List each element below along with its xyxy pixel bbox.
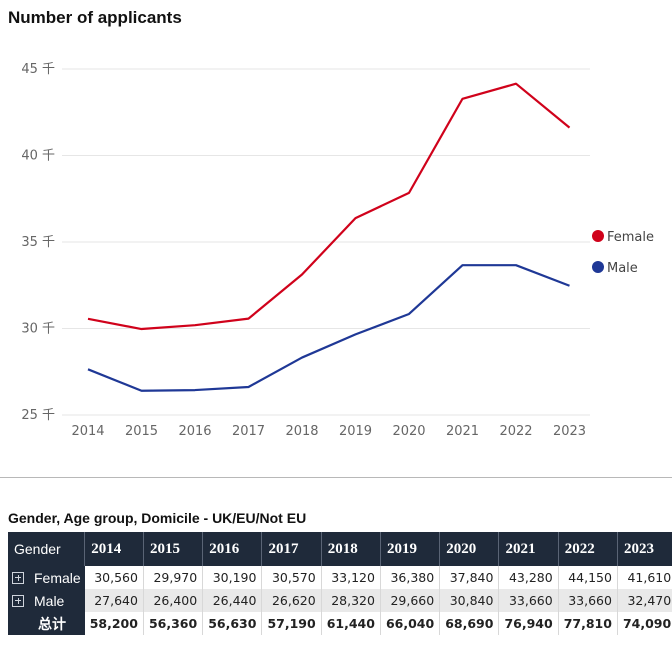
table-row-female: Female 30,560 29,970 30,190 30,570 33,12… <box>8 566 672 589</box>
x-tick-label: 2016 <box>178 424 211 439</box>
table-cell: 30,840 <box>439 589 500 612</box>
y-tick-label: 25 千 <box>21 408 55 423</box>
column-header-year[interactable]: 2016 <box>202 532 263 566</box>
table-title: Gender, Age group, Domicile - UK/EU/Not … <box>8 510 307 526</box>
table-cell: 57,190 <box>261 612 322 635</box>
x-tick-label: 2023 <box>553 424 586 439</box>
x-tick-label: 2020 <box>392 424 425 439</box>
legend-marker <box>592 230 604 242</box>
row-header-total: 总计 <box>8 612 85 635</box>
table-cell: 30,560 <box>84 566 144 589</box>
table-cell: 56,630 <box>202 612 263 635</box>
table-cell: 41,610 <box>617 566 672 589</box>
expand-plus-icon[interactable] <box>12 571 24 584</box>
x-tick-label: 2019 <box>339 424 372 439</box>
x-tick-label: 2017 <box>232 424 265 439</box>
table-cell: 29,970 <box>143 566 204 589</box>
legend-item-female[interactable]: Female <box>592 230 654 245</box>
row-header-male[interactable]: Male <box>8 589 85 612</box>
grid-lines <box>62 68 590 416</box>
table-cell: 36,380 <box>380 566 441 589</box>
table-cell: 61,440 <box>321 612 381 635</box>
x-tick-label: 2014 <box>71 424 104 439</box>
table-cell: 33,120 <box>321 566 381 589</box>
row-label: Male <box>34 592 65 609</box>
table-cell: 32,470 <box>617 589 672 612</box>
row-header-female[interactable]: Female <box>8 566 85 589</box>
column-header-year[interactable]: 2019 <box>380 532 441 566</box>
column-header-year[interactable]: 2022 <box>558 532 618 566</box>
table-cell: 56,360 <box>143 612 204 635</box>
data-table: Gender 2014 2015 2016 2017 2018 2019 202… <box>8 532 672 635</box>
table-cell: 44,150 <box>558 566 618 589</box>
column-header-year[interactable]: 2017 <box>261 532 322 566</box>
table-cell: 68,690 <box>439 612 500 635</box>
x-tick-label: 2021 <box>446 424 479 439</box>
row-label: Female <box>34 569 81 586</box>
legend: Female Male <box>592 230 654 276</box>
column-header-year[interactable]: 2018 <box>321 532 381 566</box>
line-chart: 25 千30 千35 千40 千45 千 2014 2015 2016 2017 201… <box>21 62 654 439</box>
series-line-female[interactable] <box>87 82 571 331</box>
x-axis-ticks: 2014 2015 2016 2017 2018 2019 2020 2021 2022 2023 <box>71 424 586 439</box>
table-cell: 37,840 <box>439 566 500 589</box>
table-row-male: Male 27,640 26,400 26,440 26,620 28,320 … <box>8 589 672 612</box>
table-cell: 26,440 <box>202 589 263 612</box>
table-cell: 27,640 <box>84 589 144 612</box>
y-tick-label: 40 千 <box>21 149 55 164</box>
column-header-year[interactable]: 2023 <box>617 532 672 566</box>
legend-label: Male <box>607 261 638 276</box>
x-tick-label: 2018 <box>285 424 318 439</box>
y-tick-label: 45 千 <box>21 62 55 77</box>
series-lines <box>87 82 571 392</box>
column-header-year[interactable]: 2020 <box>439 532 500 566</box>
column-header-year[interactable]: 2014 <box>84 532 144 566</box>
y-axis-ticks: 25 千 30 千 35 千 40 千 45 千 <box>21 62 55 423</box>
section-divider <box>0 477 672 478</box>
table-cell: 26,620 <box>261 589 322 612</box>
column-header-year[interactable]: 2021 <box>498 532 559 566</box>
x-tick-label: 2022 <box>499 424 532 439</box>
x-tick-label: 2015 <box>125 424 158 439</box>
table-cell: 58,200 <box>84 612 144 635</box>
table-cell: 30,190 <box>202 566 263 589</box>
legend-label: Female <box>607 230 654 245</box>
column-header-gender[interactable]: Gender <box>8 532 86 566</box>
table-cell: 28,320 <box>321 589 381 612</box>
table-cell: 74,090 <box>617 612 672 635</box>
table-cell: 30,570 <box>261 566 322 589</box>
table-cell: 43,280 <box>498 566 559 589</box>
table-row-total: 总计 58,200 56,360 56,630 57,190 61,440 66… <box>8 612 672 635</box>
table-cell: 33,660 <box>558 589 618 612</box>
series-line-male[interactable] <box>87 264 570 392</box>
table-cell: 33,660 <box>498 589 559 612</box>
legend-marker <box>592 261 604 273</box>
table-header-row: Gender 2014 2015 2016 2017 2018 2019 202… <box>8 532 672 566</box>
table-cell: 66,040 <box>380 612 441 635</box>
y-tick-label: 35 千 <box>21 235 55 250</box>
table-cell: 29,660 <box>380 589 441 612</box>
chart-title: Number of applicants <box>8 8 182 27</box>
table-cell: 77,810 <box>558 612 618 635</box>
table-cell: 26,400 <box>143 589 204 612</box>
table-cell: 76,940 <box>498 612 559 635</box>
legend-item-male[interactable]: Male <box>592 261 638 276</box>
column-header-year[interactable]: 2015 <box>143 532 204 566</box>
expand-plus-icon[interactable] <box>12 594 24 607</box>
y-tick-label: 30 千 <box>21 322 55 337</box>
